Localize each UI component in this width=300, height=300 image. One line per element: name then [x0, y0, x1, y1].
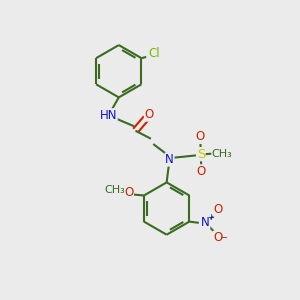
Text: O: O	[213, 203, 223, 216]
Text: N: N	[165, 153, 174, 166]
Text: O: O	[145, 108, 154, 121]
Text: +: +	[207, 213, 214, 222]
Text: O: O	[124, 186, 133, 199]
Text: HN: HN	[100, 109, 117, 122]
Text: S: S	[196, 148, 205, 161]
Text: O: O	[197, 165, 206, 178]
Text: O: O	[196, 130, 205, 143]
Text: O: O	[213, 231, 223, 244]
Text: −: −	[220, 233, 228, 243]
Text: Cl: Cl	[148, 47, 160, 61]
Text: CH₃: CH₃	[212, 148, 232, 159]
Text: N: N	[201, 216, 210, 229]
Text: CH₃: CH₃	[104, 185, 124, 195]
